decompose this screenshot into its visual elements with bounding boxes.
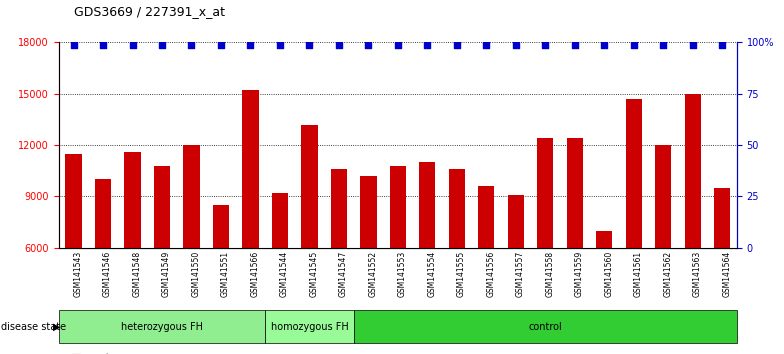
Text: GSM141553: GSM141553: [397, 251, 407, 297]
Point: [362, 42, 375, 47]
Text: ■: ■: [71, 353, 81, 354]
Bar: [714, 188, 731, 350]
Point: [332, 42, 345, 47]
Bar: [242, 90, 259, 350]
Text: control: control: [528, 321, 562, 332]
Text: GSM141543: GSM141543: [74, 251, 82, 297]
Point: [510, 42, 522, 47]
Point: [96, 42, 109, 47]
Point: [568, 42, 581, 47]
Bar: [419, 162, 435, 350]
Text: GSM141552: GSM141552: [368, 251, 377, 297]
Text: GSM141564: GSM141564: [722, 251, 731, 297]
Text: GSM141551: GSM141551: [221, 251, 230, 297]
Text: disease state: disease state: [1, 321, 66, 332]
Bar: [95, 179, 111, 350]
Point: [67, 42, 80, 47]
Point: [274, 42, 286, 47]
Text: GSM141550: GSM141550: [191, 251, 201, 297]
Bar: [65, 154, 82, 350]
Bar: [183, 145, 200, 350]
Bar: [272, 193, 288, 350]
Text: GSM141563: GSM141563: [693, 251, 702, 297]
Point: [303, 42, 316, 47]
Text: GSM141562: GSM141562: [663, 251, 672, 297]
Bar: [301, 125, 318, 350]
Text: GSM141557: GSM141557: [516, 251, 524, 297]
Point: [391, 42, 405, 47]
Bar: [626, 99, 642, 350]
Text: GSM141549: GSM141549: [162, 251, 171, 297]
Bar: [154, 166, 170, 350]
Bar: [508, 195, 524, 350]
Point: [244, 42, 256, 47]
Bar: [390, 166, 406, 350]
Point: [451, 42, 463, 47]
Point: [126, 42, 139, 47]
Point: [716, 42, 728, 47]
Point: [421, 42, 434, 47]
Text: GSM141558: GSM141558: [546, 251, 554, 297]
Point: [539, 42, 552, 47]
Text: GSM141547: GSM141547: [339, 251, 348, 297]
Text: GSM141556: GSM141556: [486, 251, 495, 297]
Point: [480, 42, 492, 47]
Bar: [655, 145, 671, 350]
Bar: [331, 169, 347, 350]
Text: GSM141555: GSM141555: [457, 251, 466, 297]
Text: homozygous FH: homozygous FH: [270, 321, 348, 332]
Bar: [567, 138, 583, 350]
Point: [185, 42, 198, 47]
Text: GDS3669 / 227391_x_at: GDS3669 / 227391_x_at: [74, 5, 226, 18]
Bar: [596, 231, 612, 350]
Text: GSM141566: GSM141566: [250, 251, 260, 297]
Bar: [537, 138, 554, 350]
Text: GSM141545: GSM141545: [310, 251, 318, 297]
Bar: [448, 169, 465, 350]
Text: ▶: ▶: [53, 321, 60, 332]
Text: GSM141548: GSM141548: [132, 251, 142, 297]
Text: heterozygous FH: heterozygous FH: [121, 321, 203, 332]
Text: count: count: [82, 353, 110, 354]
Bar: [478, 186, 495, 350]
Bar: [125, 152, 140, 350]
Bar: [361, 176, 376, 350]
Point: [156, 42, 169, 47]
Text: GSM141546: GSM141546: [103, 251, 112, 297]
Point: [215, 42, 227, 47]
Text: GSM141559: GSM141559: [575, 251, 584, 297]
Bar: [213, 205, 229, 350]
Point: [627, 42, 640, 47]
Text: GSM141544: GSM141544: [280, 251, 289, 297]
Point: [687, 42, 699, 47]
Text: GSM141561: GSM141561: [633, 251, 643, 297]
Text: GSM141560: GSM141560: [604, 251, 613, 297]
Point: [598, 42, 611, 47]
Bar: [684, 94, 701, 350]
Text: GSM141554: GSM141554: [427, 251, 437, 297]
Point: [657, 42, 670, 47]
